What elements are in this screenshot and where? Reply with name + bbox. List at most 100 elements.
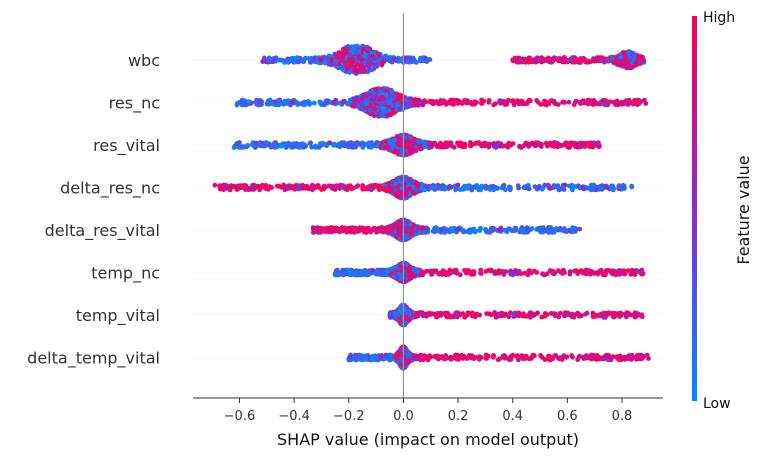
- shap-point: [398, 143, 404, 148]
- shap-point: [212, 182, 218, 188]
- shap-point: [395, 93, 401, 99]
- shap-point: [404, 186, 409, 192]
- shap-point: [367, 184, 372, 189]
- shap-point: [450, 228, 456, 234]
- shap-point: [348, 63, 354, 68]
- shap-point: [590, 144, 595, 149]
- shap-point: [536, 57, 542, 63]
- shap-point: [277, 184, 282, 189]
- shap-point: [318, 57, 324, 63]
- shap-point: [620, 182, 626, 188]
- shap-point: [412, 136, 417, 142]
- shap-point: [355, 183, 361, 189]
- shap-point: [356, 54, 362, 59]
- shap-point: [269, 101, 275, 106]
- shap-point: [490, 228, 495, 234]
- shap-point: [396, 228, 402, 234]
- shap-point: [387, 55, 393, 60]
- shap-point: [462, 144, 468, 150]
- shap-point: [346, 225, 351, 231]
- shap-point: [252, 183, 257, 188]
- shap-point: [569, 182, 575, 188]
- shap-point: [344, 47, 349, 53]
- shap-point: [311, 100, 317, 106]
- shap-point: [265, 186, 271, 192]
- shap-point: [474, 100, 479, 105]
- shap-point: [478, 225, 483, 231]
- shap-point: [254, 101, 260, 107]
- shap-point: [405, 59, 411, 65]
- shap-point: [393, 181, 398, 187]
- shap-point: [493, 184, 498, 190]
- shap-point: [405, 225, 411, 230]
- shap-point: [526, 144, 532, 149]
- shap-point: [419, 186, 424, 191]
- shap-point: [253, 141, 259, 147]
- shap-point: [504, 101, 510, 107]
- shap-point: [313, 229, 319, 235]
- shap-point: [397, 137, 403, 143]
- shap-point: [409, 231, 415, 236]
- shap-point: [347, 183, 353, 189]
- shap-point: [326, 61, 332, 67]
- shap-point: [474, 185, 479, 191]
- shap-point: [365, 46, 371, 51]
- shap-point: [262, 143, 267, 149]
- shap-point: [354, 226, 360, 232]
- shap-point: [513, 225, 519, 231]
- shap-point: [473, 228, 479, 234]
- shap-point: [599, 101, 604, 106]
- shap-point: [351, 45, 356, 51]
- shap-point: [588, 182, 594, 188]
- shap-point: [335, 54, 340, 60]
- shap-point: [382, 53, 388, 59]
- shap-point: [574, 58, 580, 64]
- shap-point: [624, 62, 630, 67]
- shap-point: [529, 226, 535, 231]
- shap-point: [302, 101, 308, 107]
- shap-point: [389, 226, 394, 232]
- shap-point: [540, 185, 546, 191]
- shap-point: [362, 54, 368, 59]
- shap-point: [576, 183, 581, 189]
- shap-point: [519, 98, 525, 104]
- shap-point: [273, 143, 279, 149]
- shap-point: [381, 186, 387, 192]
- feature-points-delta_res_vital: [310, 217, 583, 243]
- shap-point: [372, 106, 378, 112]
- shap-point: [409, 179, 415, 184]
- shap-point: [389, 103, 395, 108]
- shap-point: [379, 113, 385, 118]
- shap-point: [524, 225, 530, 231]
- shap-point: [536, 225, 542, 231]
- shap-point: [408, 102, 413, 108]
- shap-point: [581, 56, 587, 61]
- shap-point: [351, 144, 357, 150]
- shap-point: [593, 101, 598, 107]
- shap-point: [604, 58, 610, 64]
- shap-point: [613, 102, 618, 107]
- shap-point: [418, 55, 423, 61]
- shap-point: [577, 99, 583, 105]
- shap-point: [407, 193, 413, 198]
- shap-point: [385, 112, 391, 118]
- shap-point: [443, 99, 449, 105]
- shap-point: [380, 100, 386, 106]
- shap-point: [613, 60, 618, 65]
- shap-point: [370, 94, 376, 100]
- shap-point: [300, 58, 305, 64]
- shap-point: [585, 97, 591, 103]
- shap-point: [408, 148, 413, 154]
- shap-point: [351, 97, 357, 103]
- shap-point: [511, 100, 517, 106]
- shap-point: [548, 56, 553, 62]
- shap-point: [394, 107, 400, 113]
- shap-point: [483, 227, 488, 232]
- shap-point: [603, 98, 609, 103]
- shap-point: [371, 225, 377, 231]
- shap-point: [547, 140, 553, 146]
- shap-point: [243, 183, 249, 189]
- shap-point: [486, 99, 492, 105]
- shap-point: [383, 92, 389, 98]
- feature-points-temp_nc: [332, 260, 646, 285]
